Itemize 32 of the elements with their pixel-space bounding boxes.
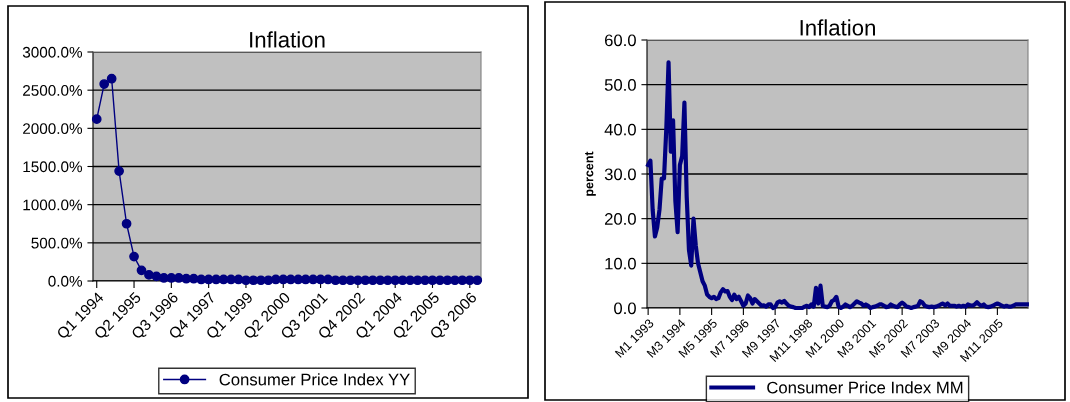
legend-label: Consumer Price Index YY <box>219 373 410 386</box>
y-axis-title: percent <box>585 151 596 196</box>
point <box>226 274 236 285</box>
chart-title: Inflation <box>800 19 875 36</box>
point <box>420 275 430 286</box>
y-tick-label: 40.0 <box>604 123 636 136</box>
point <box>106 73 117 84</box>
y-tick-label: 2000.0% <box>23 123 83 135</box>
y-tick-label: 60.0 <box>604 34 636 47</box>
point <box>323 274 333 285</box>
y-tick-label: 20.0 <box>604 213 636 225</box>
point <box>472 275 483 286</box>
y-tick-label: 0.0 <box>614 302 636 315</box>
y-tick-label: 10.0 <box>605 257 636 270</box>
y-tick-label: 3000.0% <box>22 46 83 58</box>
y-tick-label: 1000.0% <box>23 199 83 211</box>
y-tick-label: 0.0% <box>48 275 83 287</box>
y-tick-label: 1500.0% <box>23 161 83 173</box>
point <box>99 79 110 89</box>
point <box>121 218 132 229</box>
chart-title: Inflation <box>250 31 325 48</box>
point <box>144 270 154 280</box>
point <box>136 265 147 276</box>
y-tick-label: 30.0 <box>604 168 636 181</box>
point <box>129 251 139 262</box>
y-tick-label: 50.0 <box>604 79 636 91</box>
y-tick-label: 2500.0% <box>23 85 83 96</box>
point <box>114 166 124 176</box>
legend-label: Consumer Price Index MM <box>767 381 963 394</box>
point <box>159 273 169 283</box>
point <box>91 114 102 125</box>
y-tick-label: 500.0% <box>31 237 83 249</box>
